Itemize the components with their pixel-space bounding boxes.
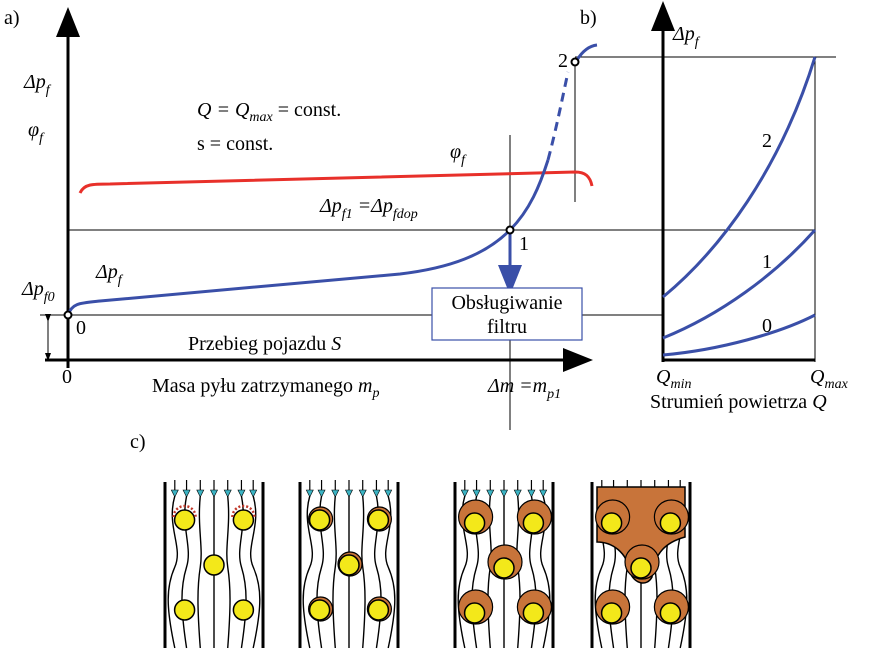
flow-arrow-head	[373, 490, 380, 497]
flow-arrow-head	[171, 490, 178, 497]
flow-arrow-head	[346, 490, 353, 497]
panel-label: c)	[130, 431, 146, 453]
axis-label: Δpf	[672, 23, 701, 50]
x-axis-label: Masa pyłu zatrzymanego mp	[152, 375, 380, 401]
flow-arrow-head	[197, 490, 204, 497]
point-label: 0	[76, 317, 86, 339]
fiber	[494, 558, 514, 578]
phi-curve	[80, 172, 592, 193]
fiber	[602, 513, 622, 533]
panel-label: b)	[580, 7, 597, 29]
tick-label: Qmin	[656, 366, 691, 392]
fiber	[465, 513, 485, 533]
flow-arrow-head	[487, 490, 494, 497]
point-label: 2	[558, 50, 568, 72]
flow-arrow-head	[224, 490, 231, 497]
flow-arrow-head	[461, 490, 468, 497]
flow-arrow-head	[385, 490, 392, 497]
fiber	[310, 600, 330, 620]
fiber	[175, 600, 195, 620]
box-text: Obsługiwanie	[451, 292, 562, 314]
tick-label: Qmax	[810, 366, 849, 392]
panel-label: a)	[4, 7, 20, 29]
fiber	[233, 600, 253, 620]
fiber	[465, 603, 485, 623]
flow-arrow-head	[211, 490, 218, 497]
fiber	[523, 603, 543, 623]
fiber	[339, 555, 359, 575]
curve-label: 2	[762, 130, 772, 152]
fiber	[523, 513, 543, 533]
limit-label: Δpf1 =Δpfdop	[319, 195, 418, 222]
fiber	[602, 603, 622, 623]
point-label: 1	[519, 233, 529, 255]
point	[507, 227, 514, 234]
flow-arrow-head	[528, 490, 535, 497]
curve-label: Δpf0	[21, 278, 55, 305]
delta-m-label: Δm =mp1	[487, 375, 561, 402]
flow-arrow-head	[238, 490, 245, 497]
flow-arrow-head	[306, 490, 313, 497]
fiber	[368, 600, 388, 620]
flow-arrow-head	[540, 490, 547, 497]
curve-label: φf	[450, 141, 467, 168]
fiber	[660, 513, 680, 533]
condition: Q = Qmax = const.	[197, 99, 341, 125]
origin-label: 0	[62, 366, 72, 388]
axis-label: φf	[28, 119, 45, 146]
axis-label: Δpf	[23, 71, 52, 98]
panel-c: c)	[130, 431, 690, 648]
figure: a) Δpf φf Q = Qmax = const. s = const. φ…	[0, 0, 871, 653]
flow-arrow-head	[514, 490, 521, 497]
flow-arrow-head	[250, 490, 257, 497]
fiber	[660, 603, 680, 623]
panel-b: b) Δpf 2 1 0 Qmin Qmax Strumień powietrz…	[580, 7, 849, 413]
flow-arrow-head	[183, 490, 190, 497]
streamline	[362, 496, 365, 648]
curve-label: 1	[762, 251, 772, 273]
curve-label: Δpf	[95, 261, 124, 288]
streamline	[227, 496, 230, 648]
curve-label: 0	[762, 315, 772, 337]
mileage-label: Przebieg pojazdu S	[188, 333, 341, 355]
flow-arrow-head	[332, 490, 339, 497]
streamline	[333, 496, 336, 648]
flow-arrow-head	[318, 490, 325, 497]
flow-arrow-head	[501, 490, 508, 497]
fiber	[175, 510, 195, 530]
fiber	[310, 510, 330, 530]
point	[65, 312, 72, 319]
fiber	[204, 555, 224, 575]
streamline	[198, 496, 201, 648]
condition: s = const.	[197, 133, 273, 155]
x-axis-label: Strumień powietrza Q	[650, 391, 827, 413]
flow-arrow-head	[359, 490, 366, 497]
curve-2	[663, 57, 815, 297]
box-text: filtru	[487, 316, 527, 338]
panel-a: a) Δpf φf Q = Qmax = const. s = const. φ…	[4, 7, 836, 430]
pressure-curve-end	[577, 45, 597, 60]
fiber	[368, 510, 388, 530]
curve-1	[663, 230, 815, 338]
flow-arrow-head	[473, 490, 480, 497]
pressure-curve-extrapolated	[548, 72, 568, 160]
fiber	[631, 558, 651, 578]
point	[572, 59, 579, 66]
curve-0	[663, 315, 815, 355]
fiber	[233, 510, 253, 530]
